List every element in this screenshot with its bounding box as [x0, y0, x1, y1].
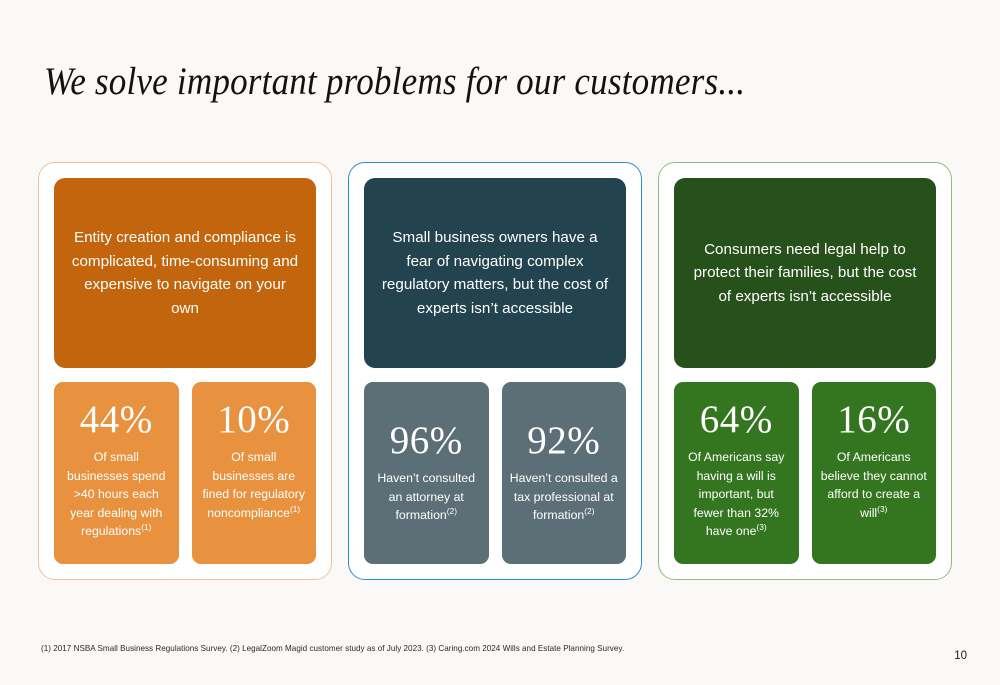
- stat-label: Haven’t consulted an attorney at formati…: [372, 469, 481, 525]
- stat-label-text: Of small businesses are fined for regula…: [202, 450, 306, 520]
- stat-footnote-marker: (3): [877, 503, 888, 514]
- stat-label-text: Haven’t consulted an attorney at formati…: [377, 471, 476, 523]
- stat-label-text: Of Americans believe they cannot afford …: [820, 450, 927, 520]
- stat-box: 44% Of small businesses spend >40 hours …: [54, 382, 179, 564]
- stat-footnote-marker: (2): [584, 506, 595, 517]
- stat-row: 64% Of Americans say having a will is im…: [674, 382, 936, 564]
- stat-box: 92% Haven’t consulted a tax professional…: [501, 382, 626, 564]
- stat-label-text: Of Americans say having a will is import…: [688, 450, 785, 538]
- stat-label-text: Of small businesses spend >40 hours each…: [67, 450, 166, 538]
- stat-footnote-marker: (3): [756, 521, 767, 532]
- page-title: We solve important problems for our cust…: [44, 60, 746, 103]
- stat-box: 16% Of Americans believe they cannot aff…: [811, 382, 936, 564]
- stat-row: 96% Haven’t consulted an attorney at for…: [364, 382, 626, 564]
- column-headline: Entity creation and compliance is compli…: [54, 178, 316, 368]
- stat-footnote-marker: (1): [289, 503, 301, 514]
- stat-value: 16%: [837, 398, 911, 441]
- problem-column-orange: Entity creation and compliance is compli…: [38, 162, 332, 580]
- stat-box: 64% Of Americans say having a will is im…: [674, 382, 799, 564]
- stat-label: Of small businesses spend >40 hours each…: [62, 448, 171, 541]
- stat-row: 44% Of small businesses spend >40 hours …: [54, 382, 316, 564]
- stat-label-text: Haven’t consulted a tax professional at …: [509, 471, 618, 523]
- stat-footnote-marker: (2): [446, 506, 457, 517]
- stat-footnote-marker: (1): [141, 521, 152, 532]
- stat-value: 44%: [79, 398, 153, 441]
- stat-label: Haven’t consulted a tax professional at …: [510, 469, 619, 525]
- column-headline: Consumers need legal help to protect the…: [674, 178, 936, 368]
- page-number: 10: [954, 650, 967, 662]
- stat-value: 64%: [699, 398, 773, 441]
- problem-columns: Entity creation and compliance is compli…: [38, 162, 952, 580]
- column-headline: Small business owners have a fear of nav…: [364, 178, 626, 368]
- source-footnote: (1) 2017 NSBA Small Business Regulations…: [41, 644, 625, 653]
- stat-box: 96% Haven’t consulted an attorney at for…: [364, 382, 489, 564]
- stat-label: Of Americans say having a will is import…: [682, 448, 791, 541]
- stat-value: 92%: [527, 419, 601, 463]
- stat-box: 10% Of small businesses are fined for re…: [191, 382, 316, 564]
- stat-value: 96%: [389, 419, 463, 463]
- stat-label: Of Americans believe they cannot afford …: [820, 448, 929, 522]
- stat-value: 10%: [217, 398, 291, 441]
- problem-column-blue: Small business owners have a fear of nav…: [348, 162, 642, 580]
- problem-column-green: Consumers need legal help to protect the…: [658, 162, 952, 580]
- stat-label: Of small businesses are fined for regula…: [200, 448, 309, 522]
